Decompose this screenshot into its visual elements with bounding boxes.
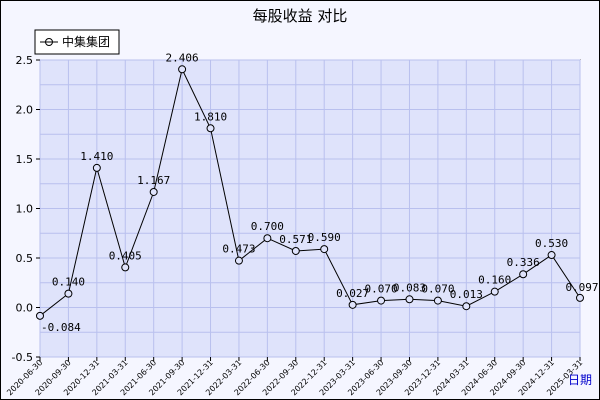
data-label: 1.410 <box>80 150 113 163</box>
data-label: 0.097 <box>565 281 598 294</box>
y-tick-label: 1.0 <box>16 203 34 216</box>
data-label: 0.473 <box>222 243 255 256</box>
series-line <box>39 67 581 317</box>
data-label: 0.571 <box>279 233 312 246</box>
data-label: 0.013 <box>450 288 483 301</box>
data-point <box>178 65 187 74</box>
x-axis-label: 日期 <box>568 373 592 387</box>
data-point <box>576 293 584 302</box>
data-label: -0.084 <box>41 321 81 334</box>
data-point <box>490 287 499 296</box>
y-tick-label: -0.5 <box>12 351 33 364</box>
data-point <box>234 256 243 265</box>
data-point <box>121 263 130 272</box>
data-label: 0.140 <box>52 276 85 289</box>
data-point <box>64 289 73 298</box>
data-point <box>547 251 556 260</box>
data-label: 0.336 <box>507 256 540 269</box>
data-point <box>519 270 528 279</box>
legend-marker-icon <box>45 38 53 46</box>
data-point <box>149 187 158 196</box>
data-label: 0.083 <box>393 281 426 294</box>
y-tick-label: 2.5 <box>16 54 34 67</box>
y-axis-ticks: 2.5 2.0 1.5 1.0 0.5 0.0 -0.5 <box>12 54 40 364</box>
data-label: 0.590 <box>308 231 341 244</box>
y-tick-label: 1.5 <box>16 153 34 166</box>
data-label: 2.406 <box>166 51 199 64</box>
x-axis-ticks: 2020-06-302020-09-302020-12-312021-03-31… <box>5 357 584 397</box>
data-label: 1.810 <box>194 110 227 123</box>
data-label: 0.700 <box>251 220 284 233</box>
y-tick-label: 0.5 <box>16 252 34 265</box>
data-point <box>320 245 329 254</box>
data-label: 0.160 <box>478 274 511 287</box>
data-label: 0.405 <box>109 249 142 262</box>
data-point <box>263 234 272 243</box>
grid-lines <box>39 59 581 358</box>
data-label: 0.530 <box>535 237 568 250</box>
y-tick-label: 0.0 <box>16 302 34 315</box>
data-label: 0.070 <box>364 283 397 296</box>
data-point <box>36 311 44 320</box>
data-point <box>92 163 101 172</box>
y-tick-label: 2.0 <box>16 104 34 117</box>
data-label: 1.167 <box>137 174 170 187</box>
series-line-group <box>39 67 581 317</box>
data-point <box>348 300 357 309</box>
data-label: 0.027 <box>336 287 369 300</box>
data-points <box>36 65 584 320</box>
data-point <box>433 296 442 305</box>
data-point <box>377 296 386 305</box>
legend-label: 中集集团 <box>62 34 110 49</box>
data-labels: -0.084 0.140 1.410 0.405 1.167 2.406 1.810 0.47… <box>41 51 599 334</box>
data-point <box>462 302 471 311</box>
data-point <box>206 124 215 133</box>
legend: 中集集团 <box>34 29 120 55</box>
data-point <box>405 295 414 304</box>
data-label: 0.070 <box>421 283 454 296</box>
data-point <box>291 246 300 255</box>
chart-title: 每股收益 对比 <box>253 7 348 25</box>
